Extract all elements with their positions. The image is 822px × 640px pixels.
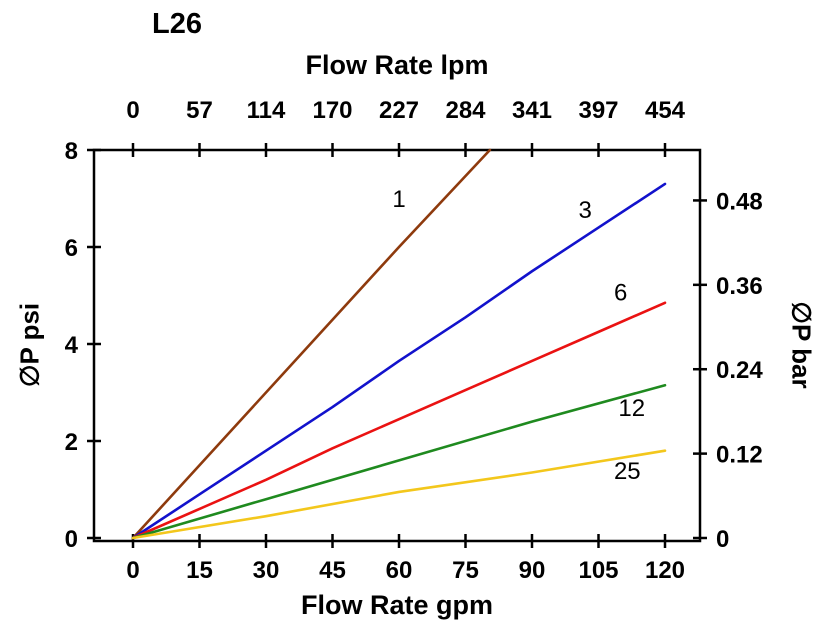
right-axis-title: ∅P bar [786,301,817,389]
x-axis-tick-label: 0 [126,557,139,584]
series-label-12: 12 [618,395,645,422]
top-axis-tick-label: 114 [247,97,286,124]
y-axis-tick-label: 2 [65,429,78,456]
y-axis-tick-label: 0 [65,526,78,553]
x-axis-tick-label: 105 [578,557,618,584]
x-axis-tick-label: 75 [452,557,479,584]
top-axis-tick-label: 284 [445,97,486,124]
right-axis-tick-label: 0.12 [716,442,763,469]
top-axis-tick-label: 170 [312,97,352,124]
x-axis-tick-label: 15 [186,557,213,584]
x-axis-tick-label: 30 [253,557,280,584]
series-line-3 [131,182,667,540]
x-axis-tick-label: 90 [519,557,546,584]
x-axis-tick-label: 45 [319,557,346,584]
y-axis-tick-label: 6 [65,235,78,262]
series-label-3: 3 [579,197,592,224]
plot-frame [92,148,702,543]
top-axis-tick-label: 227 [379,97,419,124]
top-axis-tick-label: 57 [186,97,213,124]
y-axis-tick-label: 4 [65,332,79,359]
x-axis-tick-label: 120 [645,557,685,584]
y-axis-tick-label: 8 [65,138,78,165]
right-axis-tick-label: 0.24 [716,357,763,384]
right-axis-tick-label: 0 [716,526,729,553]
top-axis-tick-label: 0 [126,97,139,124]
series-line-25 [131,449,667,540]
top-axis-tick-label: 341 [512,97,552,124]
series-label-1: 1 [392,186,405,213]
series-line-12 [131,383,667,540]
right-axis-tick-label: 0.36 [716,273,763,300]
left-axis-title: ∅P psi [14,302,45,388]
series-line-6 [131,301,667,540]
top-axis-title: Flow Rate lpm [305,50,489,80]
series-label-25: 25 [614,458,641,485]
series-line-1 [131,148,492,540]
top-axis-tick-label: 397 [578,97,618,124]
bottom-axis-title: Flow Rate gpm [300,590,493,620]
x-axis-tick-label: 60 [386,557,413,584]
chart-title: L26 [152,8,202,40]
top-axis-tick-label: 454 [645,97,686,124]
series-label-6: 6 [614,279,627,306]
right-axis-tick-label: 0.48 [716,188,763,215]
